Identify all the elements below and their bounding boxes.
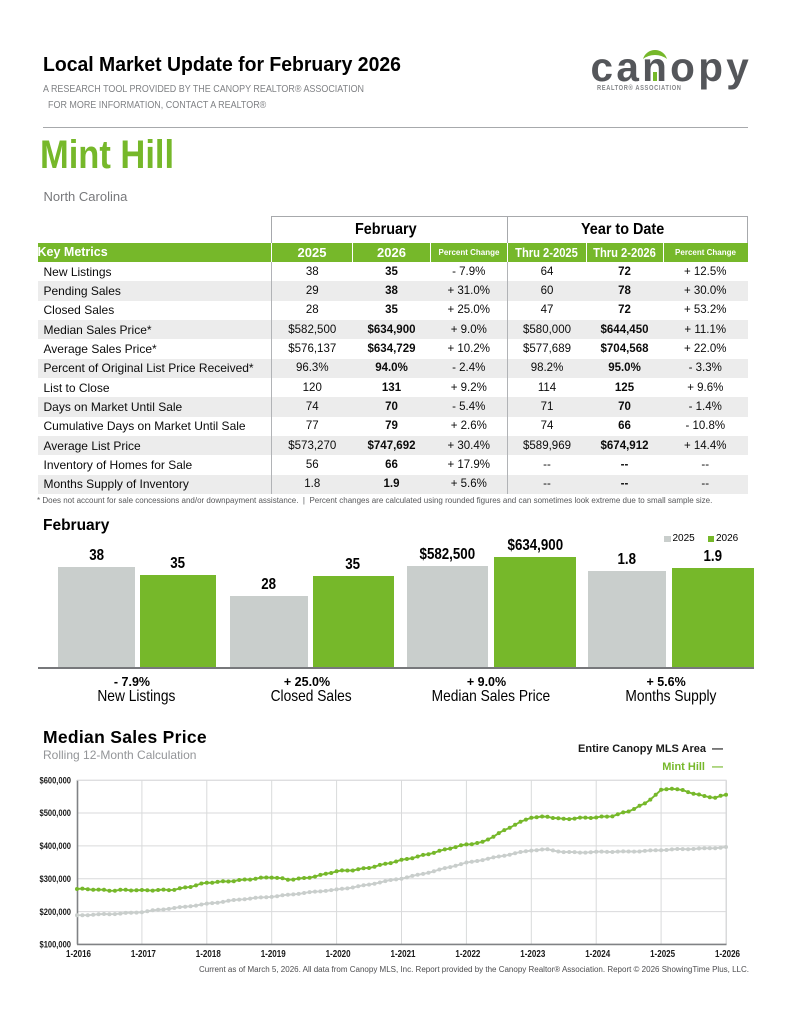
svg-text:$100,000: $100,000 — [40, 940, 72, 950]
svg-text:1-2016: 1-2016 — [66, 949, 91, 960]
svg-text:1-2018: 1-2018 — [196, 949, 221, 960]
svg-text:$300,000: $300,000 — [40, 874, 72, 884]
svg-text:1-2022: 1-2022 — [455, 949, 480, 960]
svg-text:$200,000: $200,000 — [40, 907, 72, 917]
svg-text:1-2024: 1-2024 — [585, 949, 610, 960]
svg-text:$400,000: $400,000 — [40, 841, 72, 851]
svg-text:1-2019: 1-2019 — [261, 949, 286, 960]
svg-text:$500,000: $500,000 — [40, 808, 72, 818]
svg-text:$600,000: $600,000 — [40, 775, 72, 785]
svg-text:1-2023: 1-2023 — [520, 949, 545, 960]
svg-text:1-2017: 1-2017 — [131, 949, 156, 960]
svg-text:1-2026: 1-2026 — [715, 949, 740, 960]
svg-text:1-2025: 1-2025 — [650, 949, 675, 960]
svg-text:1-2020: 1-2020 — [326, 949, 351, 960]
svg-text:1-2021: 1-2021 — [391, 949, 416, 960]
